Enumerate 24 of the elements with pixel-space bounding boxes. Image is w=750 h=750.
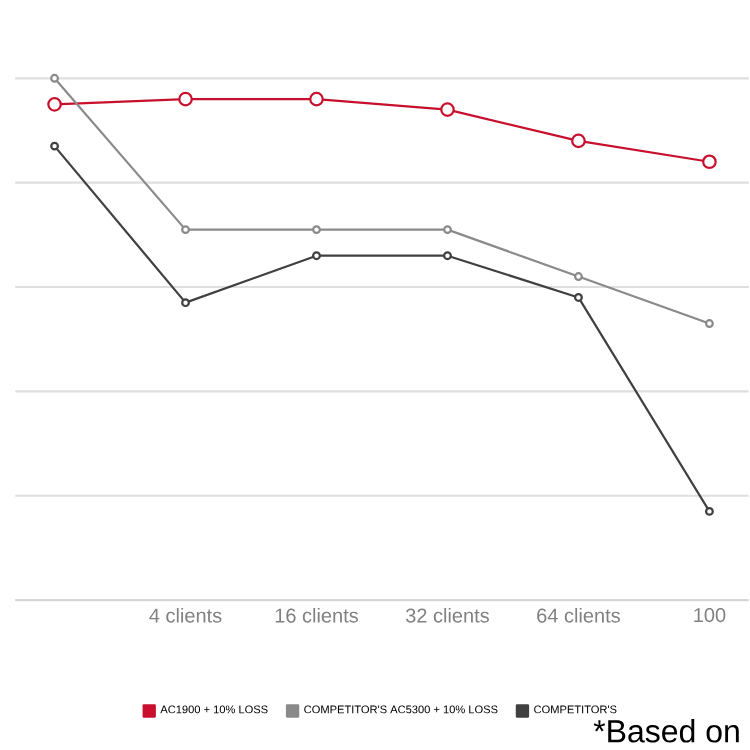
point (571, 133, 586, 149)
point (181, 298, 191, 308)
x-tick-label: 32 clients (406, 607, 490, 623)
point (50, 73, 60, 83)
point (574, 293, 583, 302)
point (443, 251, 453, 261)
point (47, 97, 62, 112)
x-tick-label: 64 clients (537, 607, 621, 623)
x-tick-label: 16 clients (275, 607, 359, 623)
point (181, 225, 191, 235)
point (702, 154, 717, 170)
point (705, 319, 714, 328)
point (440, 102, 455, 117)
point (312, 225, 322, 235)
point (443, 225, 453, 235)
x-tick-label: 100 (694, 607, 726, 623)
point (309, 91, 324, 107)
text: *Based on (593, 719, 739, 743)
point (50, 141, 60, 151)
x-tick-label: 4 clients (149, 607, 222, 623)
point (312, 251, 322, 261)
point (705, 506, 714, 516)
point (574, 272, 583, 282)
point (178, 91, 193, 107)
